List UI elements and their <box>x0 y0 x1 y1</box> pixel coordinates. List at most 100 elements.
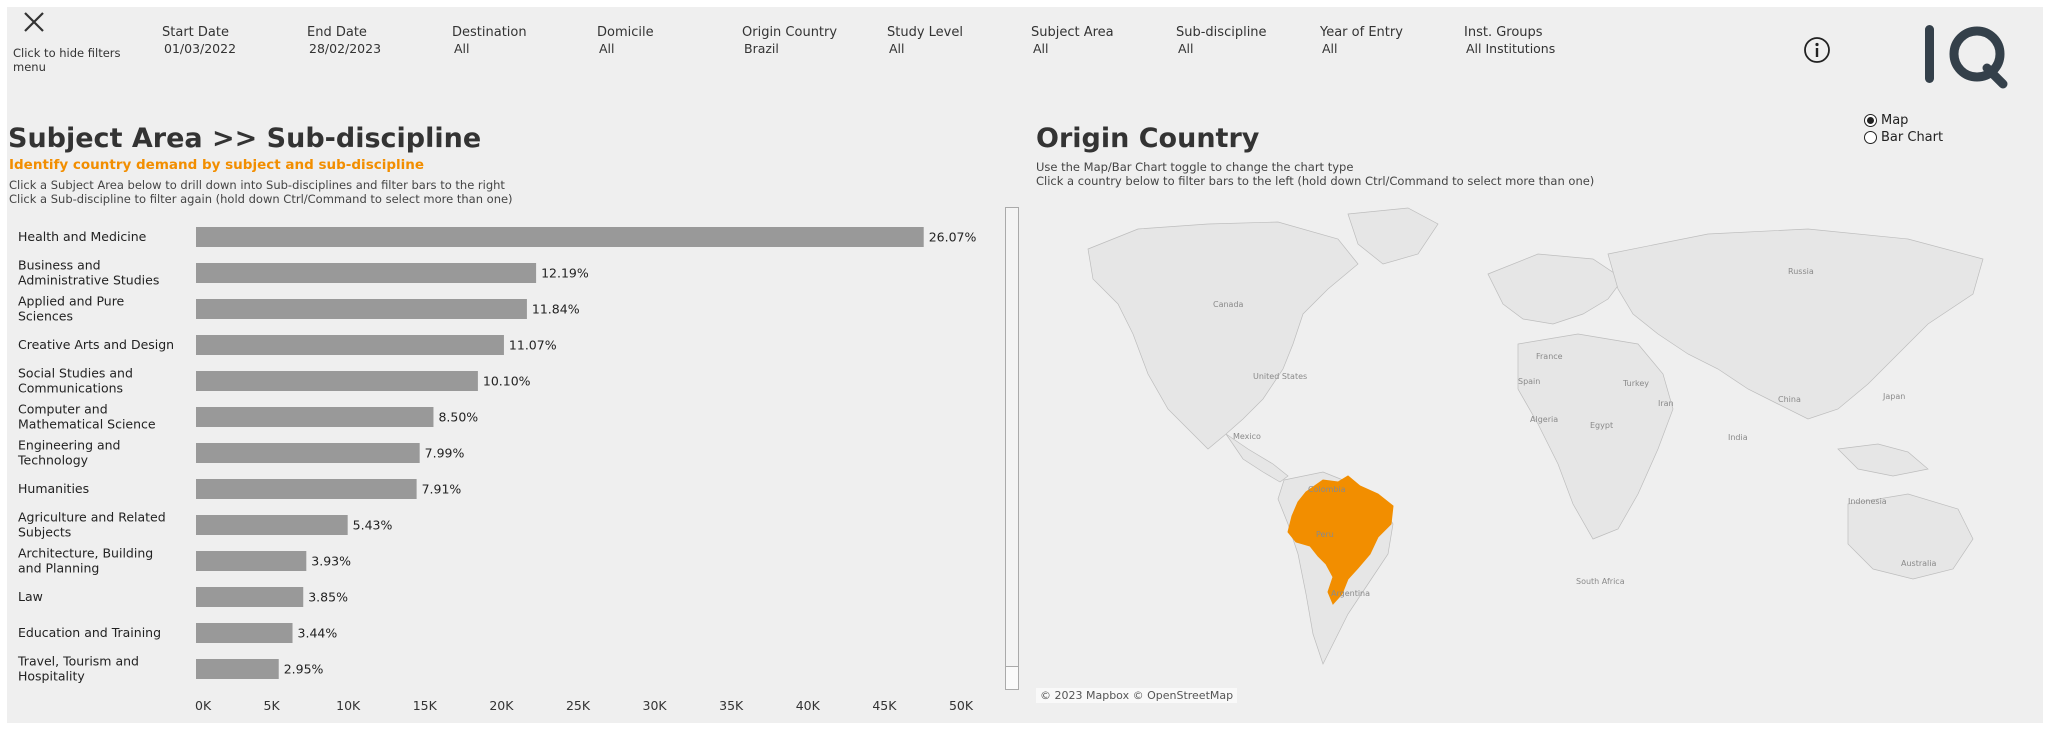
bar[interactable] <box>196 515 348 535</box>
x-tick-label: 30K <box>643 698 668 713</box>
left-panel-title: Subject Area >> Sub-discipline <box>8 123 482 154</box>
hide-filters-text[interactable]: Click to hide filters menu <box>13 46 121 74</box>
x-tick-label: 0K <box>195 698 212 713</box>
map-label: Iran <box>1658 399 1674 408</box>
bar[interactable] <box>196 443 420 463</box>
category-label[interactable]: Architecture, Building and Planning <box>18 546 153 576</box>
europe-shape <box>1487 253 1624 325</box>
right-panel-note-1: Use the Map/Bar Chart toggle to change t… <box>1036 160 1354 174</box>
category-label[interactable]: Computer and Mathematical Science <box>18 402 156 432</box>
filter-end-date[interactable]: End Date 28/02/2023 <box>307 25 381 57</box>
data-label: 12.19% <box>541 266 589 281</box>
data-label: 7.91% <box>422 482 462 497</box>
filter-value[interactable]: All <box>1322 41 1338 56</box>
radio-unselected-icon[interactable] <box>1864 131 1877 144</box>
bar[interactable] <box>196 479 417 499</box>
category-label[interactable]: Hair, Beauty and Personal <box>18 690 123 720</box>
left-panel-note-1: Click a Subject Area below to drill down… <box>9 178 505 192</box>
filter-label: Destination <box>452 25 527 40</box>
category-label[interactable]: Agriculture and Related Subjects <box>18 510 166 540</box>
bar[interactable] <box>196 263 537 283</box>
filter-value[interactable]: 28/02/2023 <box>309 41 382 56</box>
map-label: India <box>1728 433 1748 442</box>
bar[interactable] <box>196 299 527 319</box>
africa-shape <box>1517 333 1674 540</box>
close-icon[interactable] <box>16 4 52 40</box>
filter-subject-area[interactable]: Subject Area All <box>1031 25 1114 57</box>
asia-shape <box>1607 228 1984 420</box>
map-label: Indonesia <box>1848 497 1887 506</box>
category-label[interactable]: Law <box>18 589 43 604</box>
left-panel-note-2: Click a Sub-discipline to filter again (… <box>9 192 513 206</box>
bar[interactable] <box>196 623 293 643</box>
filter-value[interactable]: All <box>1033 41 1049 56</box>
category-label[interactable]: Applied and Pure Sciences <box>18 294 125 324</box>
data-label: 8.50% <box>438 410 478 425</box>
toggle-map[interactable]: Map <box>1864 113 1908 128</box>
filter-value[interactable]: Brazil <box>744 41 779 56</box>
filter-value[interactable]: All <box>1178 41 1194 56</box>
bar[interactable] <box>196 335 504 355</box>
category-label[interactable]: Social Studies and Communications <box>18 366 133 396</box>
chart-scrollbar[interactable] <box>1005 207 1019 685</box>
filter-destination[interactable]: Destination All <box>452 25 527 57</box>
bar[interactable] <box>196 659 279 679</box>
filter-origin-country[interactable]: Origin Country Brazil <box>742 25 837 57</box>
right-panel-note-2: Click a country below to filter bars to … <box>1036 174 1595 188</box>
x-tick-label: 40K <box>796 698 821 713</box>
map-label: Argentina <box>1331 589 1370 598</box>
x-tick-label: 25K <box>566 698 591 713</box>
toggle-map-label: Map <box>1881 113 1909 128</box>
category-label[interactable]: Business and Administrative Studies <box>18 258 159 288</box>
filter-label: End Date <box>307 25 367 40</box>
radio-selected-icon[interactable] <box>1864 114 1877 127</box>
chart-scrollbar-thumb[interactable] <box>1005 666 1019 690</box>
filter-sub-discipline[interactable]: Sub-discipline All <box>1176 25 1267 57</box>
bar[interactable] <box>196 227 924 247</box>
north-america-shape <box>1087 221 1359 450</box>
filter-inst-groups[interactable]: Inst. Groups All Institutions <box>1464 25 1555 57</box>
category-label[interactable]: Education and Training <box>18 625 161 640</box>
bar[interactable] <box>196 407 434 427</box>
filter-label: Start Date <box>162 25 229 40</box>
map-label: Colombia <box>1308 485 1346 494</box>
map-label: United States <box>1253 372 1307 381</box>
data-label: 7.99% <box>425 446 465 461</box>
bar[interactable] <box>196 587 304 607</box>
map-label: Turkey <box>1622 379 1649 388</box>
data-label: 3.44% <box>298 626 338 641</box>
greenland-shape <box>1347 207 1439 265</box>
iq-logo-icon <box>1925 25 2008 89</box>
filter-study-level[interactable]: Study Level All <box>887 25 963 57</box>
filter-start-date[interactable]: Start Date 01/03/2022 <box>162 25 236 57</box>
right-panel-title: Origin Country <box>1036 123 1260 154</box>
toggle-bar-chart[interactable]: Bar Chart <box>1864 130 1943 145</box>
x-tick-label: 10K <box>336 698 361 713</box>
filter-year-of-entry[interactable]: Year of Entry All <box>1320 25 1403 57</box>
filter-value[interactable]: 01/03/2022 <box>164 41 237 56</box>
bar[interactable] <box>196 551 307 571</box>
map-attribution[interactable]: © 2023 Mapbox © OpenStreetMap <box>1036 688 1238 703</box>
filter-value[interactable]: All <box>454 41 470 56</box>
data-label: 26.07% <box>929 230 977 245</box>
bar[interactable] <box>196 371 478 391</box>
filter-label: Study Level <box>887 25 963 40</box>
map-label: Spain <box>1518 377 1540 386</box>
brazil-highlight-shape <box>1287 475 1394 605</box>
category-label[interactable]: Engineering and Technology <box>17 438 121 468</box>
category-label[interactable]: Health and Medicine <box>18 229 147 244</box>
category-label[interactable]: Humanities <box>18 481 89 496</box>
category-label[interactable]: Creative Arts and Design <box>18 337 174 352</box>
filter-domicile[interactable]: Domicile All <box>597 25 654 57</box>
data-label: 3.85% <box>308 590 348 605</box>
filter-label: Sub-discipline <box>1176 25 1267 40</box>
x-tick-label: 20K <box>489 698 514 713</box>
category-label[interactable]: Travel, Tourism and Hospitality <box>17 654 139 684</box>
filter-value[interactable]: All <box>889 41 905 56</box>
filter-value[interactable]: All <box>599 41 615 56</box>
info-icon[interactable] <box>1802 35 1832 65</box>
filter-value[interactable]: All Institutions <box>1466 41 1556 56</box>
map-label: Canada <box>1213 300 1244 309</box>
map-label: Mexico <box>1233 432 1261 441</box>
world-map[interactable]: Canada United States Mexico Colombia Per… <box>1048 194 2016 684</box>
